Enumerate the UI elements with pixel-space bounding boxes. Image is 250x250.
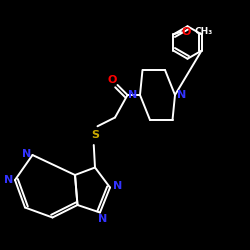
Text: O: O [181, 27, 190, 37]
Text: O: O [108, 75, 117, 85]
Text: N: N [128, 90, 138, 100]
Text: N: N [4, 175, 13, 185]
Text: CH₃: CH₃ [195, 28, 213, 36]
Text: N: N [113, 181, 122, 191]
Text: N: N [178, 90, 186, 100]
Text: N: N [22, 149, 31, 159]
Text: S: S [91, 130, 99, 140]
Text: N: N [98, 214, 107, 224]
